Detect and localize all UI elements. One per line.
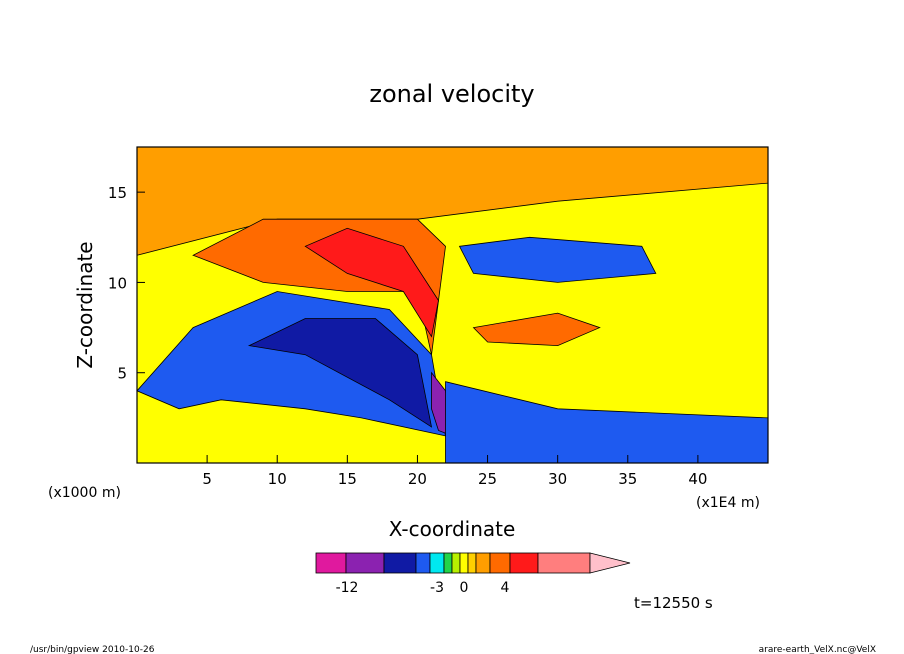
contour-region-upper-blue-pool	[458, 236, 657, 283]
x-tick-label: 20	[408, 470, 427, 488]
plot-area: 5 10 15 20 25 30 35 40 5 10 15	[108, 146, 769, 488]
y-axis-label: Z-coordinate	[73, 241, 97, 368]
colorbar-segment	[537, 552, 591, 574]
colorbar-segment	[475, 552, 491, 574]
colorbar-segment	[467, 552, 477, 574]
x-unit-label: (x1E4 m)	[696, 495, 760, 511]
x-tick-label: 5	[202, 470, 212, 488]
chart-title: zonal velocity	[369, 80, 534, 108]
x-tick-label: 15	[338, 470, 357, 488]
contour-region-deep-navy-core	[247, 318, 433, 428]
colorbar-segment	[429, 552, 445, 574]
colorbar-segment	[345, 552, 385, 574]
colorbar	[315, 552, 631, 574]
x-tick-label: 25	[478, 470, 497, 488]
x-tick-label: 10	[268, 470, 287, 488]
contour-region-upper-jet-core	[304, 227, 439, 338]
x-tick-label: 30	[548, 470, 567, 488]
colorbar-label: -3	[430, 580, 444, 596]
time-label: t=12550 s	[634, 594, 713, 612]
y-unit-label: (x1000 m)	[48, 485, 121, 501]
colorbar-segment	[443, 552, 453, 574]
colorbar-label: 4	[501, 580, 510, 596]
y-tick-label: 15	[108, 184, 127, 202]
program-label: /usr/bin/gpview 2010-10-26	[30, 645, 155, 654]
colorbar-extension-arrow	[589, 552, 631, 574]
y-tick-label: 5	[117, 365, 127, 383]
x-tick-group: 5 10 15 20 25 30 35 40	[202, 455, 707, 488]
colorbar-label: -12	[336, 580, 359, 596]
x-tick-label: 35	[618, 470, 637, 488]
colorbar-segment	[489, 552, 511, 574]
colorbar-segment	[459, 552, 469, 574]
y-tick-label: 10	[108, 274, 127, 292]
contour-region-lower-right-orange	[472, 312, 601, 347]
colorbar-segment	[383, 552, 417, 574]
source-label: arare-earth_VelX.nc@VelX	[759, 645, 876, 654]
colorbar-segment	[415, 552, 431, 574]
colorbar-segment	[315, 552, 347, 574]
plot-frame	[136, 146, 769, 464]
x-tick-label: 40	[688, 470, 707, 488]
y-tick-group: 5 10 15	[108, 184, 145, 383]
colorbar-segment	[451, 552, 461, 574]
colorbar-segment	[509, 552, 539, 574]
contour-regions	[136, 146, 769, 464]
x-axis-label: X-coordinate	[389, 517, 516, 541]
colorbar-label: 0	[460, 580, 469, 596]
colorbar-labels: -12 -3 0 4	[336, 580, 510, 596]
